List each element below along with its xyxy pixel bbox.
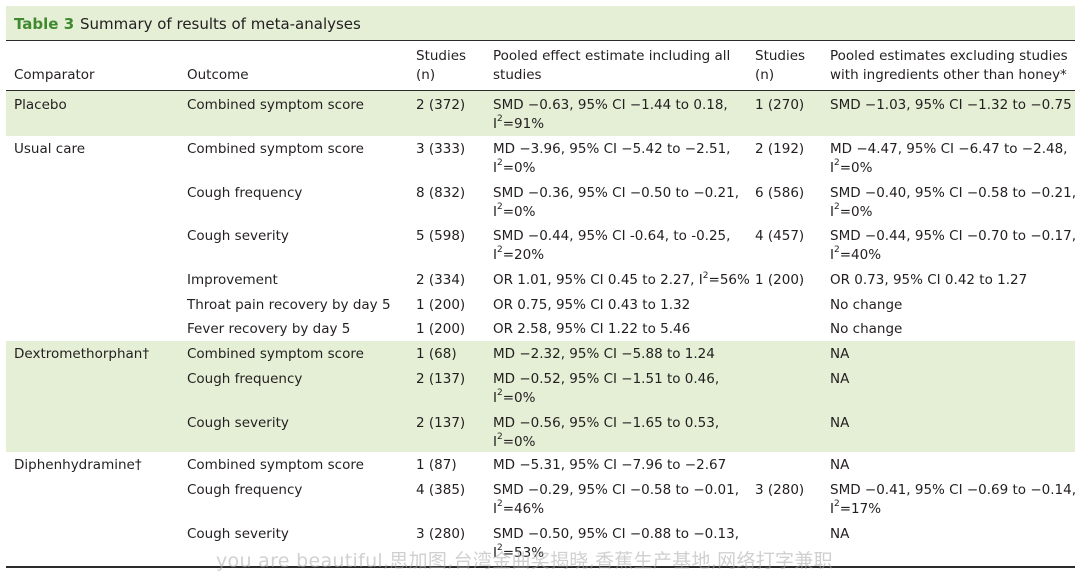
estimate-all-i2: I2=0% xyxy=(493,158,536,176)
studies-cell: 2 (334) xyxy=(416,272,466,288)
estimate-excl-i2: I2=17% xyxy=(830,499,882,517)
outcome-cell: Combined symptom score xyxy=(187,141,364,157)
studies-cell: 2 (372) xyxy=(416,97,466,113)
estimate-excl-cell: NA xyxy=(830,457,850,473)
header-rule xyxy=(6,90,1075,92)
studies-cell: 4 (385) xyxy=(416,482,466,498)
table-number: Table 3 xyxy=(14,15,75,33)
studies-excl-cell: 2 (192) xyxy=(755,141,805,157)
estimate-all-cell: MD −5.31, 95% CI −7.96 to −2.67 xyxy=(493,457,727,473)
estimate-all-cell: SMD −0.36, 95% CI −0.50 to −0.21, xyxy=(493,185,740,201)
outcome-cell: Cough frequency xyxy=(187,482,303,498)
studies-excl-cell: 1 (270) xyxy=(755,97,805,113)
estimate-all-cell: SMD −0.44, 95% CI -0.64, to -0.25, xyxy=(493,228,731,244)
studies-cell: 8 (832) xyxy=(416,185,466,201)
studies-cell: 1 (200) xyxy=(416,297,466,313)
table-title-bar: Table 3 Summary of results of meta-analy… xyxy=(6,6,1075,41)
estimate-all-i2: I2=0% xyxy=(493,202,536,220)
estimate-excl-i2: I2=0% xyxy=(830,202,873,220)
estimate-all-cell: OR 0.75, 95% CI 0.43 to 1.32 xyxy=(493,297,691,313)
outcome-cell: Improvement xyxy=(187,272,278,288)
estimate-excl-cell: OR 0.73, 95% CI 0.42 to 1.27 xyxy=(830,272,1028,288)
comparator-cell: Diphenhydramine† xyxy=(14,457,142,473)
estimate-all-cell: SMD −0.63, 95% CI −1.44 to 0.18, xyxy=(493,97,728,113)
estimate-all-i2: I2=46% xyxy=(493,499,545,517)
outcome-cell: Throat pain recovery by day 5 xyxy=(187,297,391,313)
studies-cell: 1 (87) xyxy=(416,457,457,473)
outcome-cell: Combined symptom score xyxy=(187,457,364,473)
studies-excl-cell: 6 (586) xyxy=(755,185,805,201)
estimate-excl-cell: MD −4.47, 95% CI −6.47 to −2.48, xyxy=(830,141,1068,157)
estimate-excl-cell: SMD −0.40, 95% CI −0.58 to −0.21, xyxy=(830,185,1077,201)
outcome-cell: Combined symptom score xyxy=(187,346,364,362)
outcome-cell: Combined symptom score xyxy=(187,97,364,113)
dextromethorphan-band xyxy=(6,341,1075,452)
estimate-excl-cell: NA xyxy=(830,415,850,431)
estimate-excl-i2: I2=40% xyxy=(830,245,882,263)
header-comparator: Comparator xyxy=(14,67,95,83)
studies-cell: 1 (68) xyxy=(416,346,457,362)
outcome-cell: Cough severity xyxy=(187,415,289,431)
header-studies-1: Studies (n) xyxy=(416,48,467,83)
estimate-all-cell: SMD −0.50, 95% CI −0.88 to −0.13, xyxy=(493,526,740,542)
outcome-cell: Cough severity xyxy=(187,526,289,542)
header-pooled-excl: Pooled estimates excluding studies with i… xyxy=(830,48,1068,83)
estimate-all-cell: MD −0.52, 95% CI −1.51 to 0.46, xyxy=(493,371,720,387)
studies-cell: 3 (333) xyxy=(416,141,466,157)
estimate-all-i2: I2=91% xyxy=(493,114,545,132)
estimate-excl-cell: SMD −0.44, 95% CI −0.70 to −0.17, xyxy=(830,228,1077,244)
comparator-cell: Usual care xyxy=(14,141,86,157)
estimate-all-cell: MD −0.56, 95% CI −1.65 to 0.53, xyxy=(493,415,720,431)
outcome-cell: Fever recovery by day 5 xyxy=(187,321,351,337)
estimate-excl-cell: NA xyxy=(830,526,850,542)
studies-cell: 2 (137) xyxy=(416,371,466,387)
estimate-all-i2: I2=0% xyxy=(493,388,536,406)
studies-excl-cell: 4 (457) xyxy=(755,228,805,244)
studies-excl-cell: 3 (280) xyxy=(755,482,805,498)
table-title: Summary of results of meta-analyses xyxy=(80,15,361,33)
studies-cell: 2 (137) xyxy=(416,415,466,431)
comparator-cell: Placebo xyxy=(14,97,67,113)
bottom-rule xyxy=(6,566,1075,568)
studies-cell: 1 (200) xyxy=(416,321,466,337)
header-outcome: Outcome xyxy=(187,67,249,83)
estimate-all-i2: I2=53% xyxy=(493,543,545,561)
studies-cell: 3 (280) xyxy=(416,526,466,542)
estimate-excl-cell: NA xyxy=(830,371,850,387)
estimate-excl-cell: NA xyxy=(830,346,850,362)
header-studies-2: Studies (n) xyxy=(755,48,806,83)
watermark: you are beautiful,思加图,台湾金曲奖揭晓,香蕉生产基地,网络打… xyxy=(216,550,833,572)
estimate-excl-cell: SMD −1.03, 95% CI −1.32 to −0.75 xyxy=(830,97,1072,113)
estimate-excl-cell: No change xyxy=(830,321,903,337)
header-pooled-all: Pooled effect estimate including all stud… xyxy=(493,48,731,83)
estimate-all-cell: MD −2.32, 95% CI −5.88 to 1.24 xyxy=(493,346,715,362)
estimate-all-cell: MD −3.96, 95% CI −5.42 to −2.51, xyxy=(493,141,731,157)
estimate-all-i2: I2=0% xyxy=(493,432,536,450)
comparator-cell: Dextromethorphan† xyxy=(14,346,150,362)
estimate-all-i2: I2=20% xyxy=(493,245,545,263)
studies-excl-cell: 1 (200) xyxy=(755,272,805,288)
placebo-band xyxy=(6,91,1075,136)
estimate-excl-i2: I2=0% xyxy=(830,158,873,176)
outcome-cell: Cough frequency xyxy=(187,371,303,387)
estimate-all-cell: OR 2.58, 95% CI 1.22 to 5.46 xyxy=(493,321,691,337)
studies-cell: 5 (598) xyxy=(416,228,466,244)
estimate-excl-cell: SMD −0.41, 95% CI −0.69 to −0.14, xyxy=(830,482,1077,498)
outcome-cell: Cough severity xyxy=(187,228,289,244)
outcome-cell: Cough frequency xyxy=(187,185,303,201)
estimate-all-cell: SMD −0.29, 95% CI −0.58 to −0.01, xyxy=(493,482,740,498)
estimate-excl-cell: No change xyxy=(830,297,903,313)
estimate-all-cell: OR 1.01, 95% CI 0.45 to 2.27, I2=56% xyxy=(493,270,750,288)
